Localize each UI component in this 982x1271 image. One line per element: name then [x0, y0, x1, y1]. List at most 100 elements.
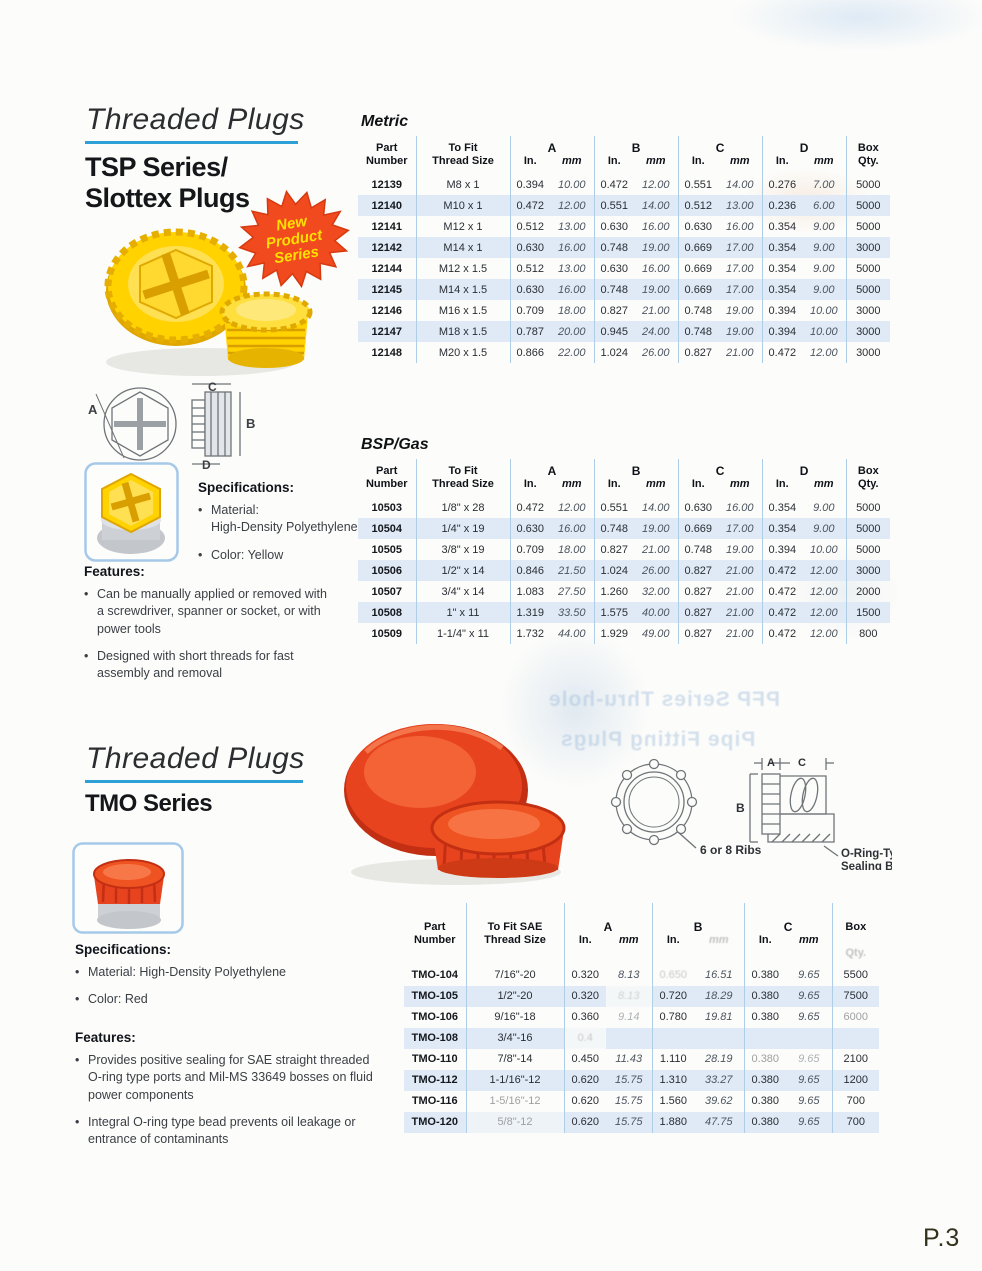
cell-b_in: 0.748 [593, 518, 635, 540]
cell-b_in: 1.260 [593, 581, 635, 603]
cell-d_mm: 10.00 [802, 321, 847, 343]
cell-qty: 3000 [845, 342, 891, 364]
cell-a_in: 0.512 [509, 216, 550, 238]
tsp-series-line1: TSP Series/ [85, 152, 228, 182]
col-header-d: D [761, 459, 847, 479]
cell-part: 12144 [371, 262, 403, 275]
tmo-specifications-heading: Specifications: [75, 942, 172, 957]
cell-part: 12146 [371, 304, 403, 317]
cell-part: 12141 [371, 220, 403, 233]
cell-qty: 3000 [845, 321, 891, 343]
cell-part: TMO-120 [404, 1111, 466, 1133]
cell-a_in: 0.450 [563, 1048, 606, 1070]
cell-b_mm: 33.27 [694, 1069, 745, 1091]
tsp-feature-item: Can be manually applied or removed with … [84, 586, 336, 638]
cell-a_mm: 33.50 [550, 602, 595, 624]
cell-b_in: 1.575 [593, 602, 635, 624]
cell-a_in: 1.319 [509, 602, 550, 624]
cell-a_mm: 18.00 [557, 543, 586, 556]
cell-d_in: 0.354 [761, 237, 803, 259]
tsp-yellow-plugs-photo [104, 228, 313, 376]
col-header-in: In. [761, 478, 803, 498]
table-row: 12148 M20 x 1.5 0.866 22.00 1.024 26.00 0.827 2… [358, 342, 891, 364]
tsp-series-name: TSP Series/ Slottex Plugs [85, 152, 250, 215]
cell-a_mm: 8.13 [618, 969, 640, 982]
table-row: 12144 M12 x 1.5 0.512 13.00 0.630 16.00 0.669 1… [358, 258, 891, 280]
cell-c_in: 0.380 [743, 1090, 787, 1112]
col-header-part: Part Number [365, 142, 408, 168]
cell-part: TMO-110 [411, 1053, 458, 1066]
cell-part: 10506 [358, 560, 416, 582]
cell-b_in: 0.472 [593, 174, 635, 196]
cell-thread: M20 x 1.5 [415, 342, 510, 364]
cell-qty: 5500 [831, 964, 880, 986]
cell-a_in: 0.630 [509, 518, 550, 540]
cell-d_in: 0.354 [761, 258, 803, 280]
cell-b_in: 0.551 [593, 195, 635, 217]
cell-c_mm: 16.00 [726, 220, 754, 233]
cell-a_mm: 16.00 [550, 518, 595, 540]
cell-a_in: 0.620 [563, 1090, 606, 1112]
showthrough-text: Pipe Fitting Plugs [560, 728, 756, 751]
cell-thread: M10 x 1 [415, 195, 510, 217]
tsp-specifications-heading: Specifications: [198, 480, 295, 495]
cell-a_in: 0.320 [563, 985, 606, 1007]
cell-part: 12140 [358, 195, 416, 217]
cell-part: 12139 [371, 178, 403, 191]
cell-a_mm: 21.50 [550, 560, 595, 582]
cell-c_in: 0.630 [677, 497, 719, 519]
cell-part: TMO-104 [411, 969, 458, 982]
page-number: P.3 [923, 1224, 961, 1252]
col-header-mm: mm [618, 934, 639, 947]
cell-thread: 1/2" x 14 [415, 560, 510, 582]
cell-c_in: 0.669 [677, 237, 719, 259]
cell-b_mm: 19.00 [634, 518, 679, 540]
col-header-c: C [743, 903, 833, 935]
cell-a_in: 0.630 [509, 279, 550, 301]
cell-c_mm: 21.00 [726, 627, 754, 640]
cell-b_in: 1.110 [651, 1048, 695, 1070]
cell-c_in: 0.827 [677, 342, 719, 364]
cell-a_in: 0.787 [509, 321, 550, 343]
cell-thread: 3/4"-16 [465, 1027, 564, 1049]
cell-b_in: 0.780 [651, 1006, 695, 1028]
cell-part: 10507 [371, 585, 403, 598]
table-row: TMO-104 7/16"-20 0.320 8.13 0.650 16.51 0.380 9… [404, 964, 880, 986]
cell-c_mm: 9.65 [798, 1095, 820, 1108]
cell-part: 12145 [358, 279, 416, 301]
tsp-spec-item: Material: High-Density Polyethylene [198, 502, 363, 537]
col-header-part: Part Number [413, 920, 456, 946]
cell-qty: 3000 [845, 300, 891, 322]
cell-c_in: 0.827 [677, 602, 719, 624]
cell-d_in: 0.472 [761, 342, 803, 364]
cell-a_in: 0.709 [509, 300, 550, 322]
table-row: 12140 M10 x 1 0.472 12.00 0.551 14.00 0.512 13.… [358, 195, 891, 217]
starburst-shape [238, 189, 350, 289]
cell-b_in: 0.630 [593, 216, 635, 238]
cell-c_in: 0.748 [677, 321, 719, 343]
col-header-b: B [593, 136, 679, 156]
showthrough-text: PFP Series Thru-hole [548, 688, 780, 711]
cell-b_in [651, 1027, 695, 1049]
cell-qty: 5000 [845, 195, 891, 217]
cell-part: TMO-116 [411, 1095, 458, 1108]
cell-b_in: 1.880 [651, 1111, 695, 1133]
col-header-mm: mm [561, 478, 582, 491]
cell-part: 12147 [358, 321, 416, 343]
cell-c_mm: 19.00 [718, 321, 763, 343]
col-header-qty: Box Qty. [831, 903, 880, 965]
tmo-series-name: TMO Series [85, 790, 213, 817]
cell-thread: 1/2"-20 [465, 985, 564, 1007]
tsp-dimension-diagram: A C B D [88, 380, 255, 470]
svg-text:6 or 8 Ribs: 6 or 8 Ribs [700, 843, 762, 857]
cell-d_in: 0.354 [761, 216, 803, 238]
table-row: 10505 3/8" x 19 0.709 18.00 0.827 21.00 0.748 1… [358, 539, 891, 561]
cell-d_mm: 12.00 [810, 585, 838, 598]
cell-d_mm: 9.00 [802, 237, 847, 259]
svg-text:C: C [798, 757, 806, 769]
svg-text:A: A [767, 757, 775, 769]
tmo-spec-list: Material: High-Density Polyethylene Colo… [75, 964, 365, 1019]
cell-a_in: 0.620 [563, 1069, 606, 1091]
svg-text:D: D [202, 458, 211, 470]
cell-c_mm: 9.65 [798, 969, 820, 982]
